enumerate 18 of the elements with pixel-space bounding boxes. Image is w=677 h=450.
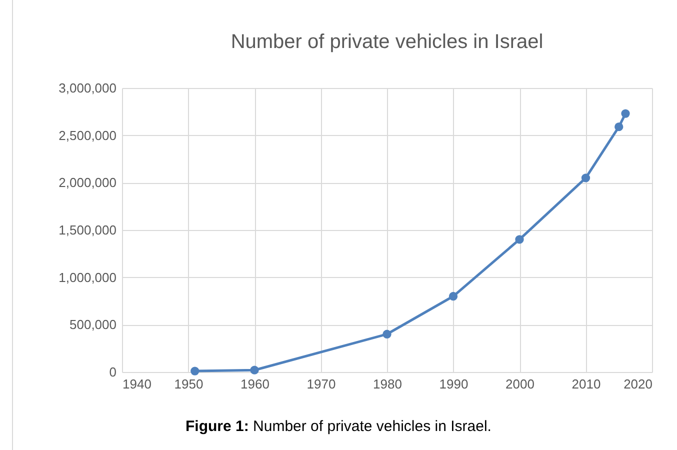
x-tick-label: 2010 (572, 376, 601, 392)
x-tick-label: 2000 (506, 376, 534, 392)
x-tick-label: 1980 (373, 376, 402, 392)
y-tick-label: 1,000,000 (58, 270, 116, 285)
chart-title: Number of private vehicles in Israel (230, 31, 544, 53)
y-tick-label: 0 (109, 364, 116, 380)
y-tick-label: 2,000,000 (58, 175, 116, 190)
y-tick-label: 500,000 (70, 317, 116, 332)
y-tick-label: 2,500,000 (58, 128, 116, 143)
x-tick-label: 1960 (240, 376, 270, 392)
y-tick-label: 1,500,000 (58, 222, 116, 238)
x-tick-label: 1970 (306, 376, 336, 392)
x-tick-label: 1950 (174, 376, 204, 392)
x-tick-label: 1940 (122, 376, 152, 392)
y-tick-label: 3,000,000 (58, 80, 116, 96)
caption: Figure 1: Number of private vehicles in Israel. (184, 418, 492, 435)
x-tick-label: 2020 (624, 376, 652, 392)
x-tick-label: 1990 (439, 376, 468, 392)
